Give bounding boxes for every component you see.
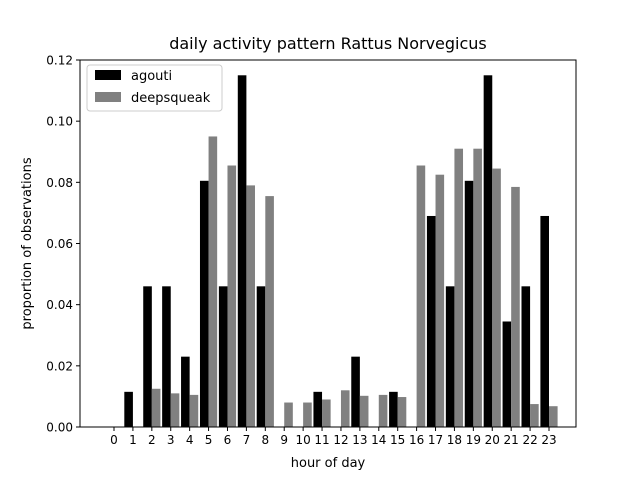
x-tick-label: 12: [333, 433, 348, 447]
x-tick-label: 17: [428, 433, 443, 447]
bar-agouti-13: [351, 356, 360, 427]
x-tick-label: 18: [447, 433, 462, 447]
bar-agouti-15: [389, 391, 398, 427]
bar-agouti-1: [124, 391, 133, 427]
x-tick-label: 9: [280, 433, 288, 447]
y-tick-label: 0.12: [46, 54, 73, 68]
bar-agouti-18: [445, 286, 455, 427]
x-tick-label: 10: [295, 433, 310, 447]
bar-deepsqueak-7: [246, 185, 255, 427]
bar-deepsqueak-3: [170, 393, 180, 427]
bar-deepsqueak-17: [435, 174, 445, 427]
y-tick-label: 0.10: [46, 115, 73, 129]
bar-deepsqueak-22: [530, 404, 539, 427]
bar-deepsqueak-10: [303, 402, 312, 427]
bar-deepsqueak-12: [340, 390, 350, 427]
bar-agouti-22: [521, 286, 531, 427]
bar-agouti-21: [502, 321, 512, 427]
x-tick-label: 8: [261, 433, 269, 447]
bar-deepsqueak-9: [284, 402, 293, 427]
bar-deepsqueak-23: [549, 406, 558, 427]
bar-deepsqueak-15: [397, 397, 407, 427]
y-axis-label: proportion of observations: [20, 157, 35, 329]
bar-deepsqueak-5: [208, 136, 218, 427]
bars-group: [124, 75, 558, 427]
x-tick-label: 7: [243, 433, 251, 447]
x-tick-label: 3: [167, 433, 175, 447]
legend: agouti deepsqueak: [86, 64, 223, 112]
y-tick-label: 0.06: [46, 237, 73, 251]
x-tick-label: 16: [409, 433, 424, 447]
bar-deepsqueak-14: [378, 394, 388, 427]
bar-deepsqueak-16: [416, 165, 426, 427]
bar-agouti-20: [483, 75, 493, 427]
bar-agouti-2: [143, 286, 152, 427]
bar-agouti-4: [181, 356, 190, 427]
x-tick-label: 6: [224, 433, 232, 447]
x-tick-label: 22: [522, 433, 537, 447]
chart-title: daily activity pattern Rattus Norvegicus: [169, 34, 487, 53]
bar-agouti-23: [540, 215, 549, 427]
x-tick-label: 20: [485, 433, 500, 447]
bar-deepsqueak-19: [473, 148, 482, 427]
bar-agouti-3: [162, 286, 171, 427]
y-tick-label: 0.04: [46, 298, 73, 312]
x-tick-label: 13: [352, 433, 367, 447]
plot-frame: [79, 59, 577, 428]
x-tick-label: 19: [466, 433, 481, 447]
legend-label-agouti: agouti: [131, 69, 172, 84]
x-tick-label: 14: [371, 433, 386, 447]
y-tick-label: 0.08: [46, 176, 73, 190]
x-tick-label: 1: [129, 433, 137, 447]
legend-swatch-agouti: [95, 70, 121, 80]
bar-deepsqueak-11: [322, 399, 331, 427]
bar-deepsqueak-2: [151, 388, 161, 427]
x-tick-label: 0: [110, 433, 118, 447]
legend-swatch-deepsqueak: [95, 92, 121, 102]
bar-agouti-11: [313, 391, 323, 427]
bar-deepsqueak-18: [454, 148, 464, 427]
x-axis-label: hour of day: [291, 456, 366, 471]
bar-deepsqueak-20: [492, 168, 501, 427]
x-tick-label: 15: [390, 433, 405, 447]
bar-deepsqueak-8: [265, 196, 274, 427]
bar-agouti-19: [464, 180, 474, 427]
y-axis-ticks: 0.00 0.02 0.04 0.06 0.08 0.10 0.12: [46, 54, 80, 435]
bar-deepsqueak-4: [189, 394, 199, 427]
legend-label-deepsqueak: deepsqueak: [131, 91, 211, 106]
bar-deepsqueak-6: [227, 165, 237, 427]
bar-agouti-5: [199, 180, 209, 427]
x-tick-label: 2: [148, 433, 156, 447]
x-axis-ticks: 0 1 2 3 4 5 6 7 8 9 10 11 12 13 14 15 16 17 18 19 20 21 22 23: [110, 427, 557, 447]
x-tick-label: 23: [541, 433, 556, 447]
x-tick-label: 21: [504, 433, 519, 447]
x-tick-label: 5: [205, 433, 213, 447]
y-tick-label: 0.00: [46, 421, 73, 435]
bar-agouti-8: [256, 286, 266, 427]
y-tick-label: 0.02: [46, 359, 73, 373]
x-tick-label: 11: [314, 433, 329, 447]
bar-agouti-7: [237, 75, 247, 427]
bar-agouti-17: [426, 215, 436, 427]
bar-deepsqueak-13: [359, 395, 369, 427]
bar-deepsqueak-21: [511, 186, 520, 427]
x-tick-label: 4: [186, 433, 194, 447]
bar-agouti-6: [218, 286, 228, 427]
